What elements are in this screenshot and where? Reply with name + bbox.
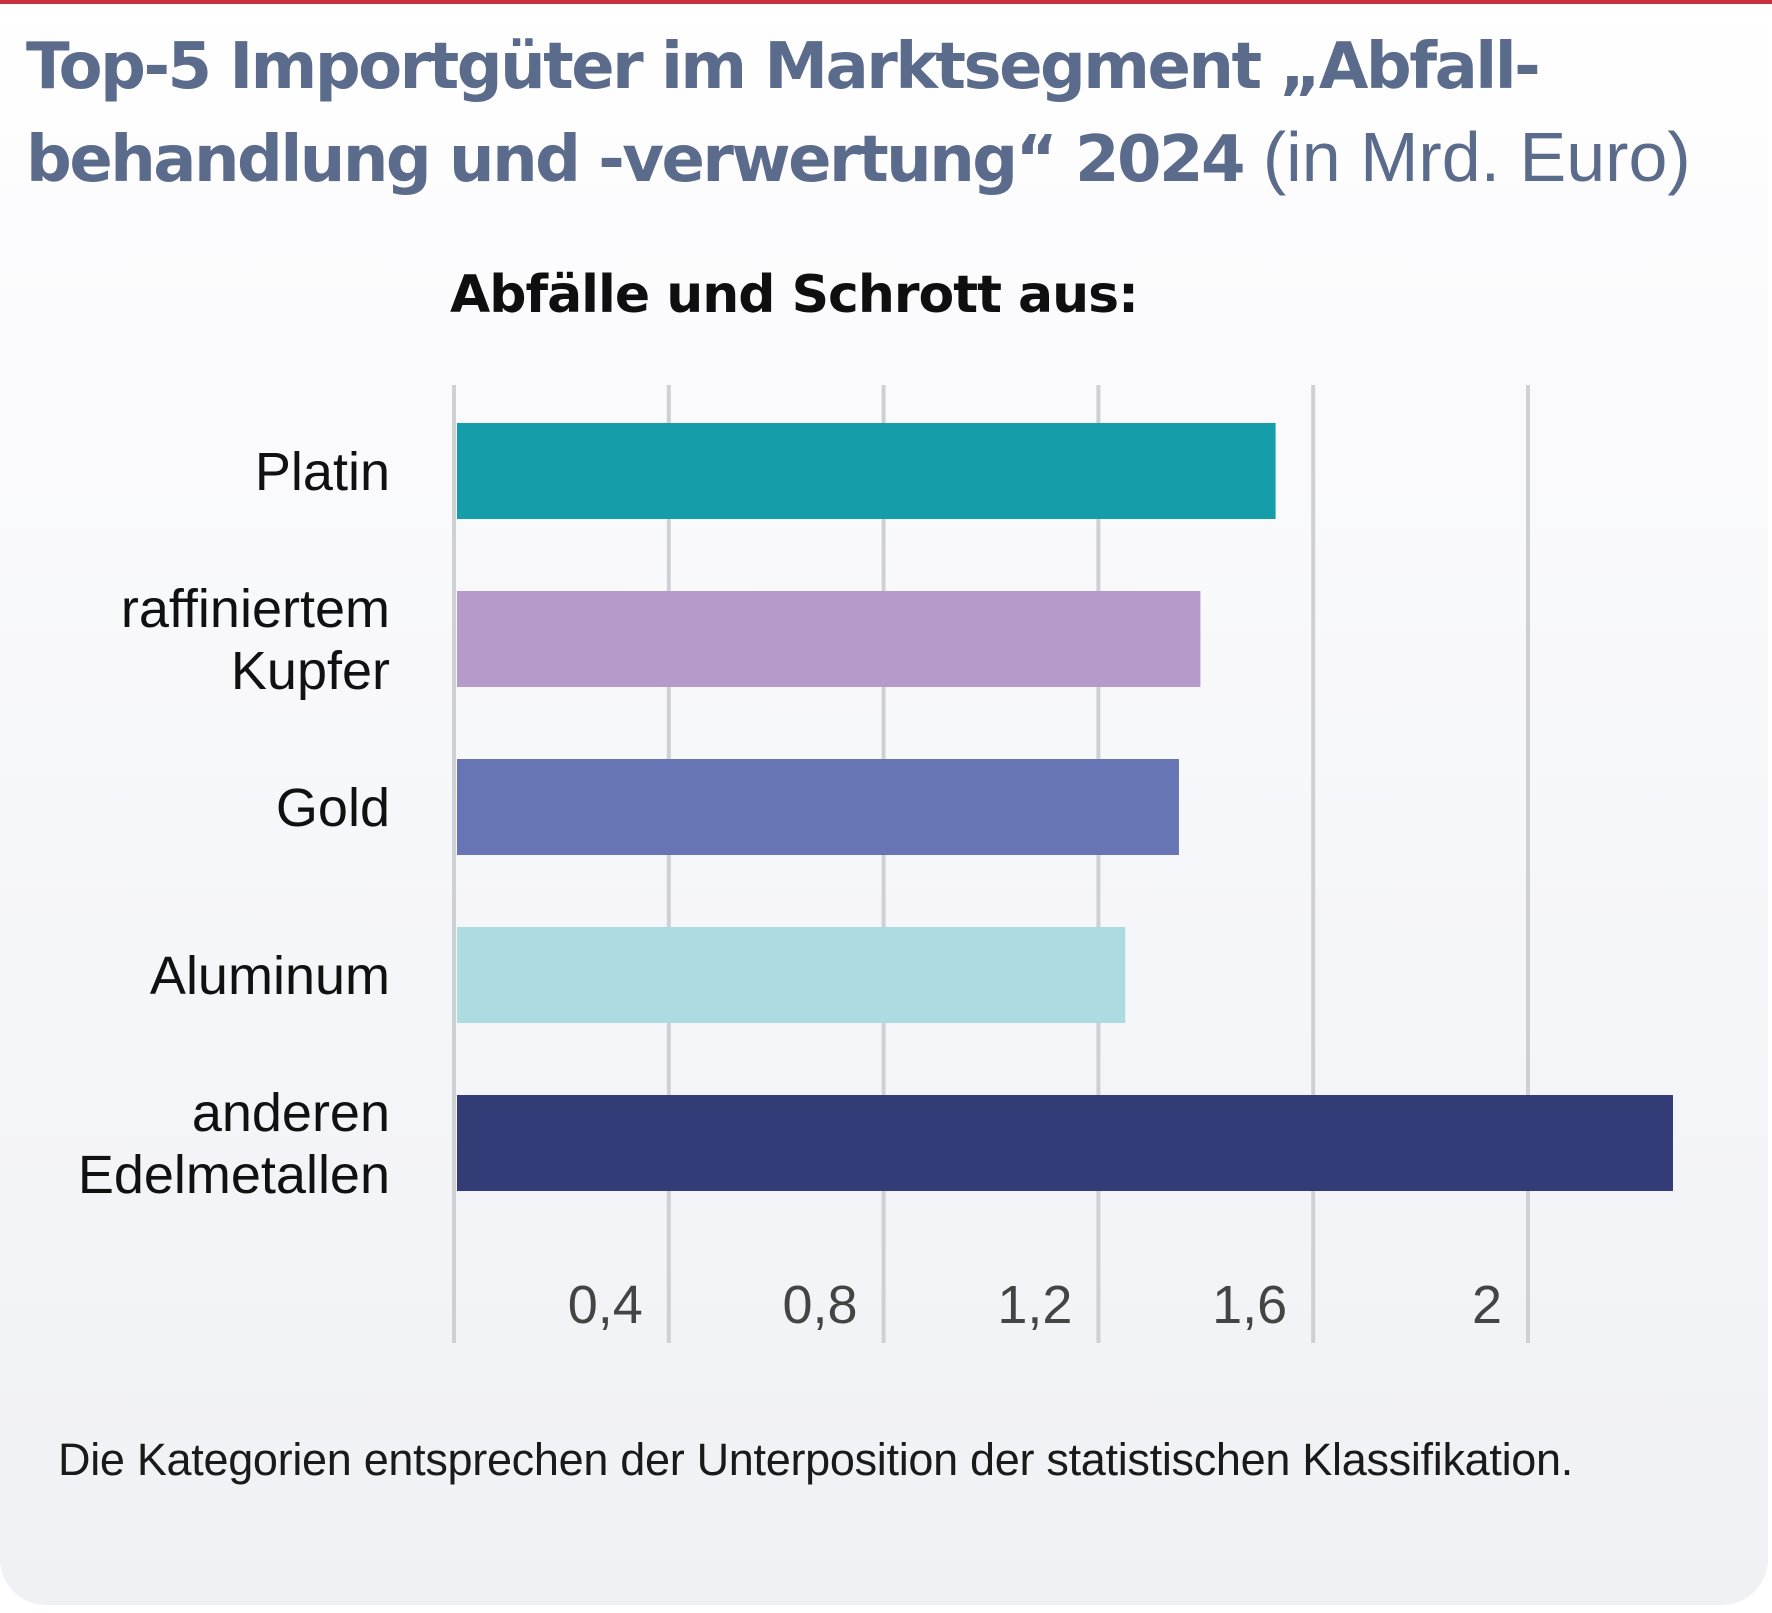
- bars: [457, 423, 1673, 1191]
- bar-4: [457, 1095, 1673, 1191]
- bar-3: [457, 927, 1126, 1023]
- category-label: Platin: [255, 442, 390, 502]
- chart-subtitle: Abfälle und Schrott aus:: [450, 265, 1139, 325]
- category-label: raffiniertem: [121, 579, 390, 639]
- bar-1: [457, 591, 1201, 687]
- category-label: Kupfer: [231, 641, 390, 701]
- bar-0: [457, 423, 1276, 519]
- top-accent-bar: [0, 0, 1772, 4]
- tick-label: 1,2: [997, 1275, 1072, 1335]
- category-label: Gold: [276, 778, 390, 838]
- tick-label: 0,4: [568, 1275, 643, 1335]
- tick-label: 2: [1472, 1275, 1502, 1335]
- chart-title: Top-5 Importgüter im Marktsegment „Abfal…: [26, 22, 1746, 205]
- bar-2: [457, 759, 1179, 855]
- tick-label: 0,8: [783, 1275, 858, 1335]
- category-label: Edelmetallen: [78, 1145, 390, 1205]
- chart-title-unit: (in Mrd. Euro): [1262, 118, 1691, 196]
- tick-label: 1,6: [1212, 1275, 1287, 1335]
- gridlines: [452, 385, 1530, 1343]
- chart-title-main: Top-5 Importgüter im Marktsegment „Abfal…: [26, 30, 1543, 197]
- footnote: Die Kategorien entsprechen der Unterposi…: [58, 1434, 1573, 1485]
- tick-labels: 0,4 0,8 1,2 1,6 2: [568, 1275, 1502, 1335]
- category-label: Aluminum: [150, 946, 390, 1006]
- category-label: anderen: [192, 1083, 390, 1143]
